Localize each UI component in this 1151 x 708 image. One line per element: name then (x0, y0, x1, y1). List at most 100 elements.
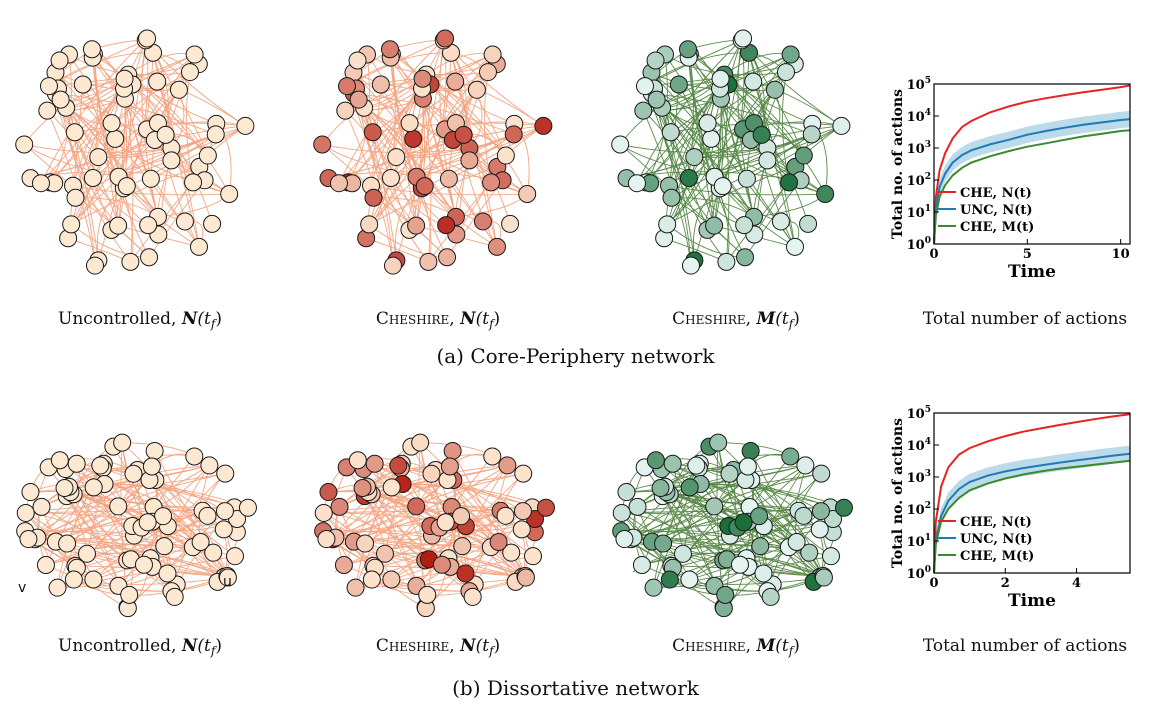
network-node (115, 69, 134, 88)
network-node (436, 29, 455, 48)
network-node (794, 146, 813, 165)
network-node (438, 248, 457, 267)
network-node (84, 570, 103, 589)
network-node (440, 457, 459, 476)
network-edge (389, 48, 507, 156)
network-node (204, 543, 223, 562)
network-edge (37, 473, 226, 539)
network-node (330, 497, 349, 516)
x-tick-label: 10 (1112, 247, 1130, 262)
network-node (317, 530, 336, 549)
network-node (735, 216, 754, 235)
network-node (138, 29, 157, 48)
network-node (681, 256, 700, 275)
network-node (612, 503, 631, 522)
network-node (216, 464, 235, 483)
network-node (16, 503, 35, 522)
network-node (802, 125, 821, 144)
network-node (660, 570, 679, 589)
network-node (349, 90, 368, 109)
network-node (780, 173, 799, 192)
network-dissortative-cheshire-m (612, 433, 853, 618)
network-edge (416, 506, 527, 578)
network-node (720, 464, 739, 483)
panel-caption-b3: Cheshire, M(tf) (672, 636, 800, 658)
network-node (155, 537, 174, 556)
network-node (415, 177, 434, 196)
network-node (407, 497, 426, 516)
network-node (498, 456, 517, 475)
network-edge (452, 479, 527, 578)
network-node (38, 101, 57, 120)
network-node (456, 564, 475, 583)
network-node (814, 568, 833, 587)
network-node (158, 564, 177, 583)
panel-caption-a4: Total number of actions (922, 309, 1128, 329)
network-edge (54, 125, 246, 184)
y-tick-label: 100 (907, 565, 931, 582)
network-node (67, 454, 86, 473)
network-node (673, 544, 692, 563)
network-node (646, 451, 665, 470)
network-node (382, 570, 401, 589)
network-node (669, 75, 688, 94)
network-node (513, 502, 532, 521)
network-node (658, 215, 677, 234)
network-node (443, 441, 462, 460)
network-node (765, 80, 784, 99)
series-line-0 (933, 413, 1131, 574)
network-node (705, 497, 724, 516)
network-edge (689, 53, 790, 183)
x-tick-label: 2 (1001, 576, 1010, 591)
network-node (536, 498, 555, 517)
network-node (634, 101, 653, 120)
network-node (473, 212, 492, 231)
network-node (702, 129, 721, 148)
network-node (418, 585, 437, 604)
network-core-periphery-cheshire-n (313, 29, 553, 275)
y-tick-label: 105 (907, 76, 931, 93)
network-node (200, 456, 219, 475)
network-node (644, 578, 663, 597)
network-edge (149, 479, 236, 557)
network-edge (86, 552, 228, 577)
network-node (617, 483, 636, 502)
panel-caption-a2: Cheshire, N(tf) (375, 309, 501, 331)
network-node (678, 40, 697, 59)
network-dissortative-cheshire-n (314, 433, 555, 618)
network-node (439, 169, 458, 188)
network-node (734, 513, 753, 532)
network-edge (626, 473, 822, 493)
network-node (319, 483, 338, 502)
network-node (156, 125, 175, 144)
network-core-periphery-cheshire-m (611, 29, 851, 275)
network-edge (368, 166, 498, 225)
network-node (794, 506, 813, 525)
network-node (787, 532, 806, 551)
network-node (356, 534, 375, 553)
network-node (180, 63, 199, 82)
network-node (203, 214, 222, 233)
network-edge (633, 473, 822, 539)
network-node (381, 168, 400, 187)
network-node (771, 212, 790, 231)
network-node (334, 555, 353, 574)
chart-dissortative-actions: 100 101 102 103 104 105 0 2 4 Time Total no. of ac… (890, 405, 1131, 611)
x-axis-label: Time (1008, 591, 1056, 611)
network-node (89, 148, 108, 167)
network-node (810, 520, 829, 539)
network-node (215, 502, 234, 521)
network-node (58, 534, 77, 553)
network-node (15, 135, 34, 154)
network-node (467, 80, 486, 99)
network-node (502, 543, 521, 562)
legend-label: CHE, M(t) (960, 549, 1034, 564)
network-node (419, 252, 438, 271)
network-edge (650, 125, 842, 184)
network-node (752, 125, 771, 144)
network-node (496, 146, 515, 165)
row-caption-a: (a) Core-Periphery network (436, 344, 715, 368)
legend-label: UNC, N(t) (960, 203, 1033, 218)
network-node (501, 214, 520, 233)
network-node (389, 456, 408, 475)
